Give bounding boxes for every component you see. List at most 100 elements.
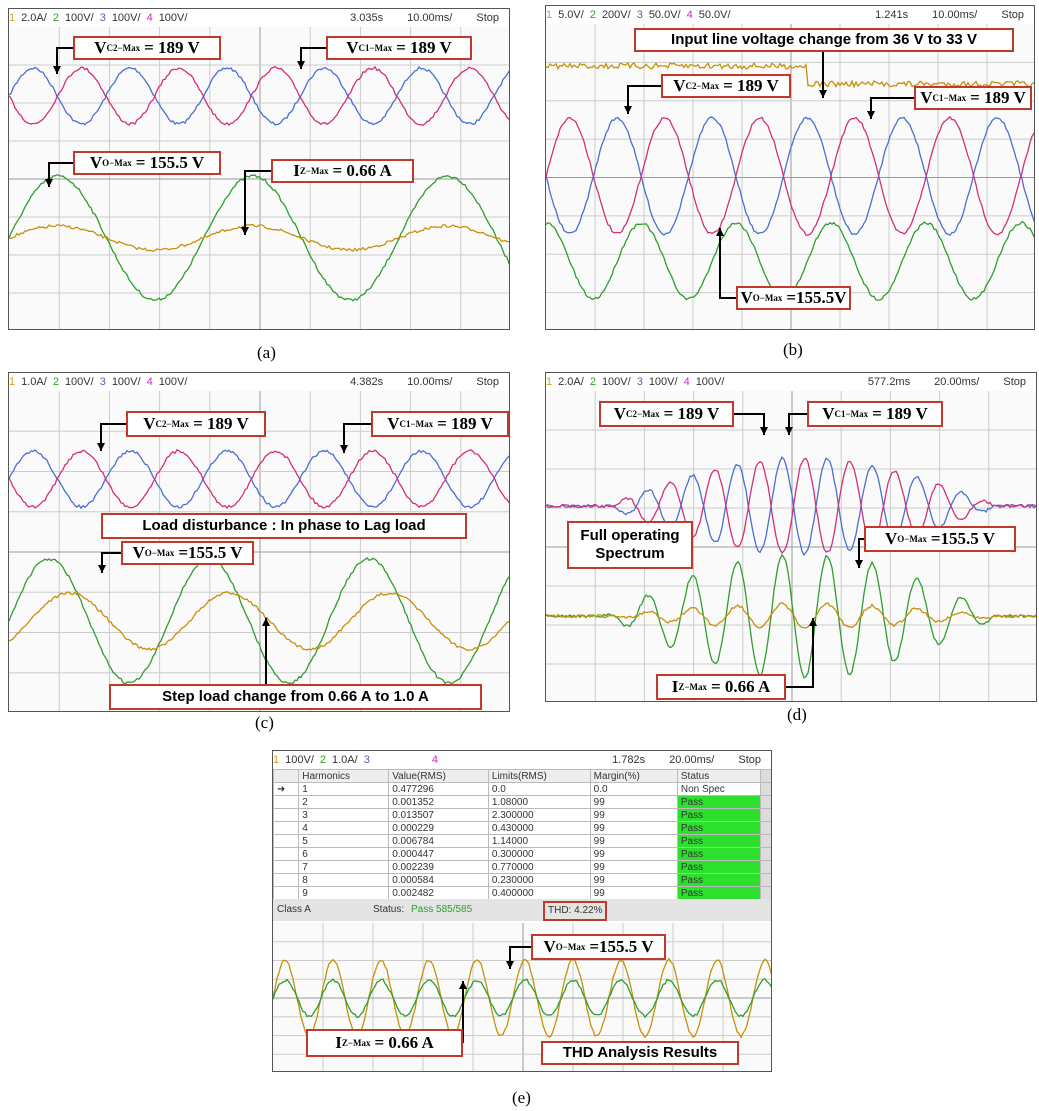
annotation-symbol: V xyxy=(90,153,102,173)
arrow-head xyxy=(97,443,105,451)
arrow-head xyxy=(241,227,249,235)
annotation-text: =155.5 V xyxy=(178,543,242,563)
arrow-head xyxy=(340,445,348,453)
arrow-head xyxy=(855,560,863,568)
annotation: Full operating Spectrum xyxy=(567,521,693,569)
annotation-subscript: Z−Max xyxy=(678,682,707,692)
arrow-line xyxy=(245,171,271,235)
annotation-text: Full operating Spectrum xyxy=(569,527,691,563)
annotation: Load disturbance : In phase to Lag load xyxy=(101,513,467,539)
annotation: VC2−Max = 189 V xyxy=(599,401,734,427)
annotation-symbol: V xyxy=(387,414,399,434)
caption: (e) xyxy=(512,1088,531,1108)
annotation-text: = 0.66 A xyxy=(374,1033,433,1053)
annotation-text: = 189 V xyxy=(872,404,928,424)
annotation-symbol: V xyxy=(143,414,155,434)
arrow-line xyxy=(101,424,126,451)
arrow-head xyxy=(809,618,817,626)
annotation: VC1−Max = 189 V xyxy=(371,411,509,437)
annotation: VC2−Max = 189 V xyxy=(661,74,791,98)
arrow-head xyxy=(506,961,514,969)
arrow-line xyxy=(871,98,914,119)
annotation-subscript: C1−Max xyxy=(834,409,868,419)
annotation-subscript: O−Max xyxy=(102,158,132,168)
annotation-text: =155.5 V xyxy=(931,529,995,549)
annotation-subscript: C1−Max xyxy=(399,419,433,429)
annotation-symbol: V xyxy=(614,404,626,424)
arrow-head xyxy=(98,565,106,573)
annotation: VO−Max=155.5 V xyxy=(121,541,254,565)
caption: (a) xyxy=(257,343,276,363)
arrow-layer xyxy=(273,751,772,1072)
annotation: VC2−Max= 189 V xyxy=(126,411,266,437)
arrow-line xyxy=(57,48,73,74)
arrow-head xyxy=(867,111,875,119)
annotation-symbol: V xyxy=(94,38,106,58)
annotation-symbol: V xyxy=(346,38,358,58)
annotation-symbol: V xyxy=(822,404,834,424)
arrow-head xyxy=(45,179,53,187)
annotation-text: = 0.66 A xyxy=(711,677,770,697)
annotation-subscript: C1−Max xyxy=(358,43,392,53)
annotation-text: = 189 V xyxy=(723,76,779,96)
annotation-subscript: Z−Max xyxy=(342,1038,371,1048)
annotation-symbol: V xyxy=(543,937,555,957)
annotation-text: =155.5 V xyxy=(589,937,653,957)
annotation-symbol: V xyxy=(885,529,897,549)
annotation-symbol: I xyxy=(672,677,679,697)
annotation-subscript: O−Max xyxy=(897,534,927,544)
arrow-line xyxy=(510,947,531,969)
annotation-subscript: O−Max xyxy=(753,293,783,303)
annotation-text: = 189 V xyxy=(970,88,1026,108)
annotation-symbol: V xyxy=(132,543,144,563)
arrow-line xyxy=(720,228,736,298)
caption: (b) xyxy=(783,340,803,360)
annotation: VC1−Max = 189 V xyxy=(807,401,943,427)
annotation: VO−Max =155.5 V xyxy=(864,526,1016,552)
annotation-text: = 189 V xyxy=(437,414,493,434)
annotation-symbol: V xyxy=(740,288,752,308)
arrow-layer xyxy=(546,6,1035,330)
arrow-head xyxy=(297,61,305,69)
annotation-symbol: I xyxy=(293,161,300,181)
arrow-line xyxy=(102,553,121,573)
annotation-subscript: C2−Max xyxy=(685,81,719,91)
annotation: VC1−Max = 189 V xyxy=(326,36,472,60)
scope-panel: 11.0A/2100V/3100V/4100V/4.382s10.00ms/St… xyxy=(8,372,510,712)
annotation: Step load change from 0.66 A to 1.0 A xyxy=(109,684,482,710)
arrow-head xyxy=(716,228,724,236)
scope-panel: 12.0A/2100V/3100V/4100V/3.035s10.00ms/St… xyxy=(8,8,510,330)
annotation-text: THD Analysis Results xyxy=(563,1044,718,1062)
annotation: VO−Max=155.5 V xyxy=(531,934,666,960)
arrow-head xyxy=(53,66,61,74)
annotation-subscript: Z−Max xyxy=(300,166,329,176)
annotation-text: = 0.66 A xyxy=(332,161,391,181)
annotation-subscript: C1−Max xyxy=(932,93,966,103)
annotation-subscript: O−Max xyxy=(556,942,586,952)
annotation-text: = 189 V xyxy=(664,404,720,424)
annotation-subscript: C2−Max xyxy=(626,409,660,419)
annotation-symbol: V xyxy=(673,76,685,96)
annotation: THD Analysis Results xyxy=(541,1041,739,1065)
scope-panel: 1100V/21.0A/341.782s20.00ms/StopHarmonic… xyxy=(272,750,772,1072)
annotation: IZ−Max= 0.66 A xyxy=(271,159,414,183)
arrow-head xyxy=(624,106,632,114)
annotation-text: = 155.5 V xyxy=(136,153,204,173)
annotation-text: = 189 V xyxy=(396,38,452,58)
caption: (c) xyxy=(255,713,274,733)
annotation-text: = 189 V xyxy=(144,38,200,58)
annotation-text: = 189 V xyxy=(193,414,249,434)
arrow-head xyxy=(262,618,270,626)
arrow-line xyxy=(628,86,661,114)
arrow-head xyxy=(459,981,467,989)
annotation-text: Input line voltage change from 36 V to 3… xyxy=(671,31,977,49)
arrow-line xyxy=(301,48,326,69)
arrow-head xyxy=(760,427,768,435)
annotation-text: Load disturbance : In phase to Lag load xyxy=(142,517,425,535)
arrow-line xyxy=(789,414,807,435)
